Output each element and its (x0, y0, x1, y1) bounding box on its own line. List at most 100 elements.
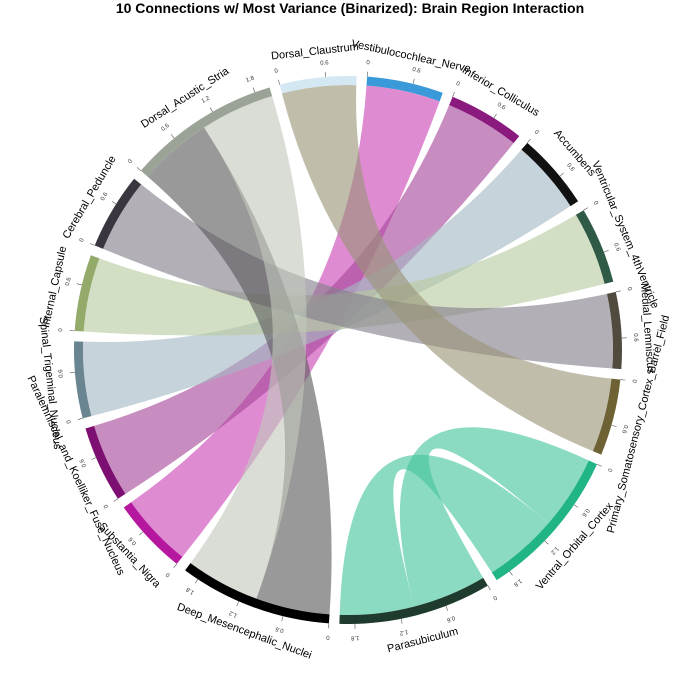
tick-mark (445, 605, 448, 611)
tick-label: 0 (631, 379, 637, 384)
tick-label: 0.6 (65, 276, 73, 286)
tick-mark (111, 201, 117, 205)
tick-label: 0.6 (496, 102, 507, 112)
arc-ventral-orbital-cortex (491, 460, 598, 581)
tick-mark (278, 79, 280, 85)
arc-cerebral-peduncle (94, 178, 142, 249)
tick-mark (173, 563, 177, 568)
arc-inferior-colliculus (449, 96, 520, 144)
tick-label: 0.6 (612, 242, 621, 253)
tick-label: 0.6 (565, 163, 575, 174)
ribbon-ventricular-system-4thventricle-to-internal-capsule (83, 214, 605, 336)
tick-mark (559, 172, 564, 177)
ribbon-primary-somatosensory-cortex-barrel-field-to-dorsal-claustrum (281, 84, 612, 452)
arc-internal-capsule (74, 255, 100, 332)
tick-mark (527, 138, 531, 144)
tick-label: 1.2 (398, 628, 408, 636)
tick-label: 0 (626, 287, 633, 292)
label-parasubiculum: Parasubiculum (386, 626, 459, 656)
arc-primary-somatosensory-cortex-barrel-field (592, 378, 621, 455)
label-internal-capsule: Internal_Capsule (40, 245, 69, 329)
tick-mark (544, 540, 549, 545)
tick-mark (170, 134, 175, 139)
tick-label: 0 (127, 158, 134, 165)
arc-substantia-nigra (123, 502, 183, 564)
tick-label: 0.6 (620, 424, 628, 434)
label-vestibulocochlear-nerve: Vestibulocochlear_Nerve (350, 38, 471, 75)
ribbon-inferior-colliculus-to-paralemniscal-and-koelliker-fuse-nucleus (94, 105, 514, 494)
tick-label: 0.6 (79, 457, 88, 468)
tick-label: 1.8 (512, 577, 523, 587)
tick-label: 0 (606, 467, 613, 473)
tick-label: 1.2 (549, 545, 560, 556)
tick-mark (139, 531, 144, 536)
tick-label: 0.6 (161, 122, 172, 132)
tick-mark (573, 504, 579, 508)
tick-label: 0.6 (580, 507, 590, 518)
tick-mark (90, 243, 95, 246)
tick-label: 1.2 (228, 609, 239, 618)
tick-mark (487, 585, 491, 591)
tick-label: 1.8 (350, 634, 359, 640)
tick-label: 0.6 (412, 67, 422, 75)
tick-label: 0.6 (320, 60, 329, 67)
tick-mark (76, 283, 82, 286)
tick-label: 0 (103, 502, 110, 509)
arc-deep-mesencephalic-nuclei (185, 563, 330, 624)
tick-mark (509, 571, 513, 576)
tick-mark (452, 92, 455, 97)
tick-mark (603, 250, 609, 253)
tick-mark (136, 167, 142, 171)
ribbon-medial-lemniscus-to-cerebral-peduncle (103, 184, 614, 369)
tick-label: 0.6 (632, 333, 638, 342)
tick-mark (615, 290, 621, 293)
ribbon-deep-mesencephalic-nuclei-to-dorsal-acustic-stria (190, 96, 307, 599)
arc-parasubiculum (339, 577, 488, 624)
ribbon-accumbens-to-spinal-trigeminal-nucleus (83, 149, 571, 417)
tick-mark (194, 579, 199, 584)
tick-label: 1.2 (201, 95, 212, 105)
tick-mark (77, 418, 83, 420)
tick-label: 0 (491, 594, 498, 601)
tick-label: 0 (533, 129, 540, 136)
arc-medial-lemniscus (606, 291, 622, 370)
tick-label: 0 (325, 634, 329, 640)
tick-label: 1.8 (185, 585, 196, 595)
tick-label: 0.6 (445, 614, 456, 623)
tick-mark (91, 457, 97, 460)
tick-label: 0.6 (274, 625, 284, 633)
tick-mark (620, 379, 626, 381)
tick-mark (209, 107, 213, 112)
arc-spinal-trigeminal-nucleus (74, 341, 92, 419)
arc-vestibulocochlear-nerve (366, 76, 443, 102)
tick-label: 1.8 (245, 75, 256, 84)
tick-mark (400, 618, 403, 624)
tick-label: 0 (455, 81, 461, 88)
arc-dorsal-acustic-stria (140, 87, 273, 177)
label-dorsal-claustrum: Dorsal_Claustrum (271, 41, 360, 63)
tick-mark (493, 113, 497, 119)
tick-mark (583, 207, 589, 211)
arc-dorsal-claustrum (279, 75, 357, 94)
label-accumbens: Accumbens (551, 127, 598, 179)
tick-label: 0 (592, 200, 599, 207)
tick-label: 0.6 (128, 535, 138, 546)
tick-mark (412, 78, 415, 84)
tick-label: 0.6 (100, 191, 110, 202)
arc-ventricular-system-4thventricle (575, 210, 614, 284)
ribbon-ventral-orbital-cortex-to-parasubiculum (339, 454, 549, 616)
chart-title: 10 Connections w/ Most Variance (Binariz… (115, 0, 585, 16)
tick-label: 0 (66, 419, 73, 424)
tick-mark (281, 616, 284, 622)
arc-accumbens (521, 142, 579, 207)
arc-paralemniscal-and-koelliker-fuse-nucleus (85, 425, 126, 499)
tick-mark (252, 87, 256, 93)
tick-label: 0 (79, 237, 86, 243)
ribbon-ventral-orbital-cortex-to-parasubiculum (399, 427, 589, 607)
tick-label: 0 (274, 68, 279, 75)
tick-mark (596, 463, 602, 467)
tick-mark (611, 424, 617, 427)
tick-label: 0 (165, 571, 172, 578)
tick-mark (113, 498, 119, 502)
